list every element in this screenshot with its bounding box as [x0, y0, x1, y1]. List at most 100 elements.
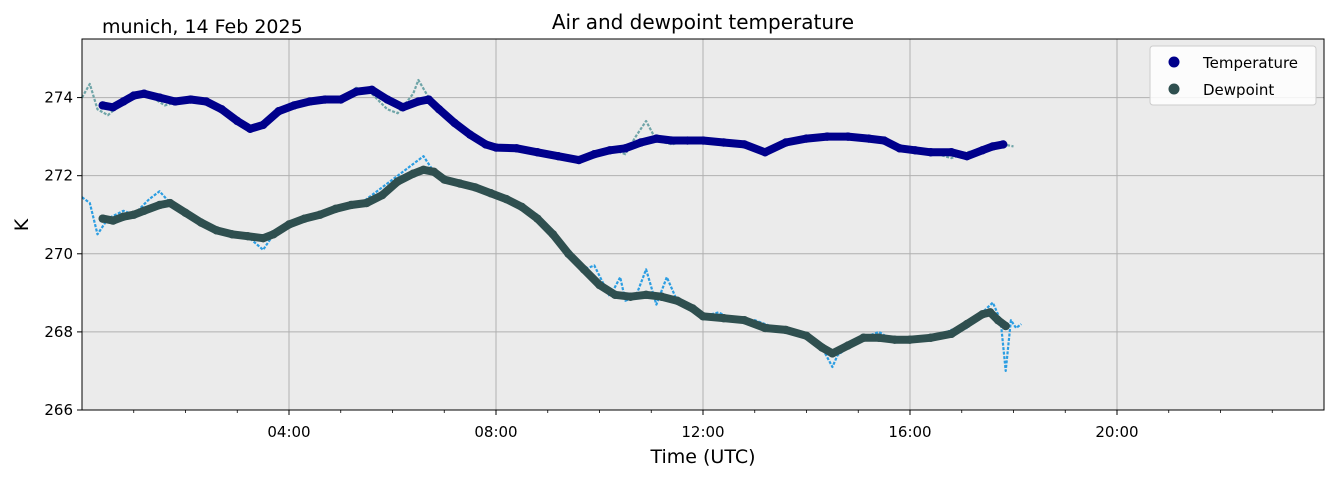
data-point-temperature-smoothed: [139, 89, 149, 98]
series-line-temperature-smoothed: [98, 85, 1008, 165]
data-point-temperature-smoothed: [202, 97, 211, 106]
data-point-temperature-smoothed: [667, 136, 677, 145]
data-point-dewpoint-smoothed: [409, 169, 418, 178]
data-point-temperature-smoothed: [978, 146, 987, 155]
data-point-dewpoint-smoothed: [212, 226, 221, 235]
data-point-dewpoint-smoothed: [155, 200, 164, 210]
data-point-temperature-smoothed: [414, 97, 423, 106]
data-point-dewpoint-smoothed: [859, 333, 868, 342]
data-point-temperature-smoothed: [553, 151, 563, 161]
data-point-dewpoint-smoothed: [610, 290, 620, 299]
series-layer: [81, 78, 1022, 372]
legend-label-temperature: Temperature: [1202, 54, 1298, 72]
data-point-temperature-smoothed: [533, 148, 542, 157]
data-point-temperature-smoothed: [233, 116, 242, 126]
data-point-temperature-smoothed: [367, 85, 376, 94]
data-point-dewpoint-smoothed: [362, 198, 371, 208]
data-point-temperature-smoothed: [98, 101, 107, 110]
data-point-dewpoint-smoothed: [377, 191, 387, 200]
data-point-dewpoint-smoothed: [719, 314, 728, 323]
data-point-temperature-smoothed: [574, 155, 583, 165]
data-point-temperature-smoothed: [321, 95, 330, 104]
data-point-dewpoint-smoothed: [802, 331, 811, 340]
data-point-dewpoint-smoothed: [165, 198, 175, 208]
legend-marker-dewpoint: [1168, 83, 1180, 95]
legend: Temperature Dewpoint: [1149, 45, 1317, 106]
chart-subtitle: munich, 14 Feb 2025: [102, 16, 303, 38]
x-tick-label: 08:00: [474, 423, 517, 441]
data-point-temperature-smoothed: [170, 97, 180, 106]
y-tick-label: 270: [44, 245, 73, 263]
data-point-dewpoint-smoothed: [579, 265, 589, 274]
data-point-temperature-smoothed: [843, 132, 853, 141]
data-point-temperature-smoothed: [781, 138, 790, 147]
data-point-dewpoint-smoothed: [517, 202, 527, 212]
data-point-temperature-smoothed: [465, 130, 475, 139]
data-point-dewpoint-smoothed: [129, 210, 138, 219]
data-point-temperature-smoothed: [434, 105, 444, 114]
data-point-temperature-smoothed: [424, 95, 433, 104]
data-point-dewpoint-smoothed: [978, 310, 987, 319]
data-point-dewpoint-smoothed: [300, 214, 309, 223]
y-tick-label: 268: [44, 323, 73, 341]
data-point-temperature-smoothed: [823, 132, 832, 141]
data-point-temperature-smoothed: [512, 144, 521, 153]
data-point-dewpoint-smoothed: [626, 292, 635, 301]
data-point-dewpoint-smoothed: [781, 325, 790, 335]
data-point-dewpoint-smoothed: [564, 249, 573, 258]
data-point-dewpoint-smoothed: [502, 194, 511, 204]
data-point-dewpoint-smoothed: [890, 335, 899, 344]
data-point-dewpoint-smoothed: [346, 200, 356, 210]
y-tick-label: 274: [44, 89, 73, 107]
data-point-temperature-smoothed: [274, 107, 283, 116]
data-point-temperature-smoothed: [719, 138, 728, 147]
data-point-dewpoint-smoothed: [874, 333, 884, 342]
data-point-temperature-smoothed: [636, 138, 646, 147]
data-point-dewpoint-smoothed: [843, 341, 853, 350]
data-point-dewpoint-smoothed: [595, 280, 604, 290]
data-point-dewpoint-smoothed: [905, 335, 915, 344]
data-point-temperature-smoothed: [864, 134, 873, 143]
y-tick-label: 266: [44, 401, 73, 419]
data-point-temperature-smoothed: [802, 134, 811, 143]
data-point-temperature-smoothed: [998, 140, 1008, 149]
data-point-temperature-smoothed: [450, 118, 459, 128]
data-point-dewpoint-smoothed: [1001, 321, 1010, 331]
data-point-dewpoint-smoothed: [986, 308, 995, 317]
data-point-dewpoint-smoothed: [227, 230, 237, 239]
data-point-temperature-smoothed: [398, 103, 408, 112]
ticks: 04:00 08:00 12:00 16:00 20:00 266 268 270 272 274: [44, 89, 1273, 441]
data-point-dewpoint-smoothed: [641, 290, 651, 299]
data-point-temperature-smoothed: [289, 101, 299, 110]
data-point-temperature-smoothed: [740, 140, 749, 149]
data-point-dewpoint-smoothed: [243, 232, 252, 241]
data-point-temperature-smoothed: [108, 103, 118, 112]
data-point-dewpoint-smoothed: [269, 230, 278, 239]
data-point-dewpoint-smoothed: [139, 206, 149, 216]
data-point-temperature-smoothed: [683, 136, 692, 145]
data-point-temperature-smoothed: [621, 144, 630, 153]
y-tick-label: 272: [44, 167, 73, 185]
data-point-dewpoint-smoothed: [817, 343, 827, 352]
data-point-dewpoint-smoothed: [108, 216, 118, 225]
data-point-temperature-smoothed: [491, 143, 501, 152]
data-point-temperature-smoothed: [962, 151, 972, 161]
x-tick-label: 04:00: [267, 423, 310, 441]
data-point-temperature-smoothed: [155, 93, 164, 102]
data-point-dewpoint-smoothed: [440, 175, 449, 184]
chart-title: Air and dewpoint temperature: [552, 10, 854, 34]
data-point-temperature-smoothed: [186, 95, 195, 104]
data-point-temperature-smoothed: [910, 146, 920, 155]
data-point-temperature-smoothed: [605, 146, 615, 155]
data-point-dewpoint-smoothed: [429, 167, 439, 176]
data-point-temperature-smoothed: [217, 105, 226, 114]
data-point-dewpoint-smoothed: [548, 230, 558, 239]
data-point-temperature-smoothed: [590, 150, 599, 159]
data-point-temperature-smoothed: [336, 95, 345, 104]
data-point-dewpoint-smoothed: [455, 179, 464, 188]
data-point-dewpoint-smoothed: [993, 315, 1003, 325]
data-point-temperature-smoothed: [947, 148, 956, 157]
data-point-dewpoint-smoothed: [119, 212, 128, 221]
data-point-dewpoint-smoothed: [533, 214, 542, 223]
